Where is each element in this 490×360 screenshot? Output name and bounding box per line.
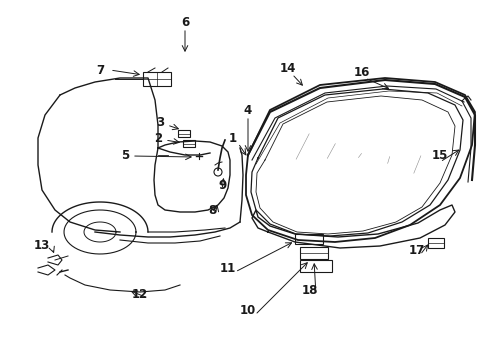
Text: 6: 6 bbox=[181, 15, 189, 28]
Bar bbox=[178, 130, 190, 137]
Text: 3: 3 bbox=[156, 116, 164, 129]
Text: 1: 1 bbox=[229, 131, 237, 144]
Text: 5: 5 bbox=[121, 149, 129, 162]
Bar bbox=[143, 72, 171, 86]
Text: 10: 10 bbox=[240, 303, 256, 316]
Text: 8: 8 bbox=[208, 203, 216, 216]
Text: 4: 4 bbox=[244, 104, 252, 117]
Text: 9: 9 bbox=[218, 179, 226, 192]
Text: 11: 11 bbox=[220, 261, 236, 274]
Text: 18: 18 bbox=[302, 284, 318, 297]
Text: 2: 2 bbox=[154, 131, 162, 144]
Bar bbox=[183, 140, 195, 147]
Bar bbox=[300, 247, 328, 259]
Bar bbox=[300, 260, 332, 272]
Text: 16: 16 bbox=[354, 66, 370, 78]
Bar bbox=[295, 234, 323, 244]
Text: 7: 7 bbox=[96, 63, 104, 77]
Text: 12: 12 bbox=[132, 288, 148, 302]
Text: 13: 13 bbox=[34, 239, 50, 252]
Text: 14: 14 bbox=[280, 62, 296, 75]
Text: 15: 15 bbox=[432, 149, 448, 162]
Bar bbox=[428, 238, 444, 248]
Text: 17: 17 bbox=[409, 243, 425, 257]
